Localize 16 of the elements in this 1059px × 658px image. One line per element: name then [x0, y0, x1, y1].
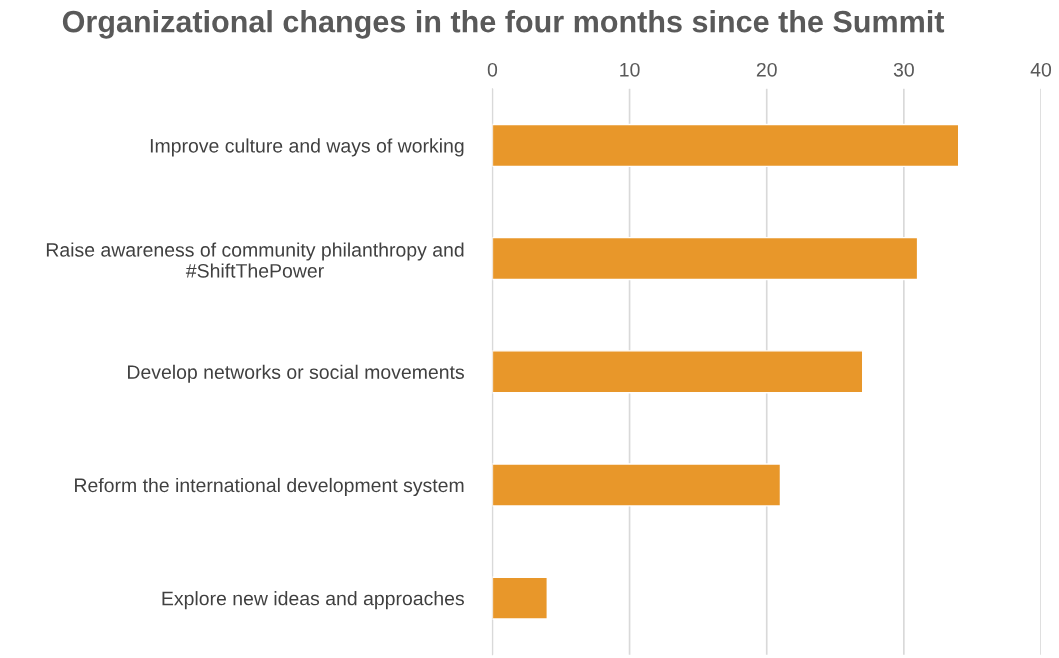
bar: [492, 576, 548, 620]
x-tick-label: 10: [620, 62, 640, 77]
y-tick-label: Develop networks or social movements: [128, 364, 464, 383]
y-tick-label: Reform the international development system: [75, 477, 464, 497]
bar: [492, 236, 919, 281]
chart-title: Organizational changes in the four months since the Summit: [62, 10, 945, 39]
y-tick-label: Explore new ideas and approaches: [162, 591, 464, 610]
y-tick-label: Improve culture and ways of working: [150, 138, 464, 157]
x-tick-label: 20: [756, 62, 777, 77]
y-tick-label: Raise awareness of community philanthropy and #ShiftThePower: [46, 242, 464, 278]
bar: [492, 350, 864, 394]
x-tick-label: 30: [893, 62, 914, 77]
bar: [492, 463, 782, 507]
x-tick-label: 0: [487, 62, 498, 77]
x-tick-label: 40: [1030, 62, 1052, 77]
bar: [492, 123, 960, 168]
